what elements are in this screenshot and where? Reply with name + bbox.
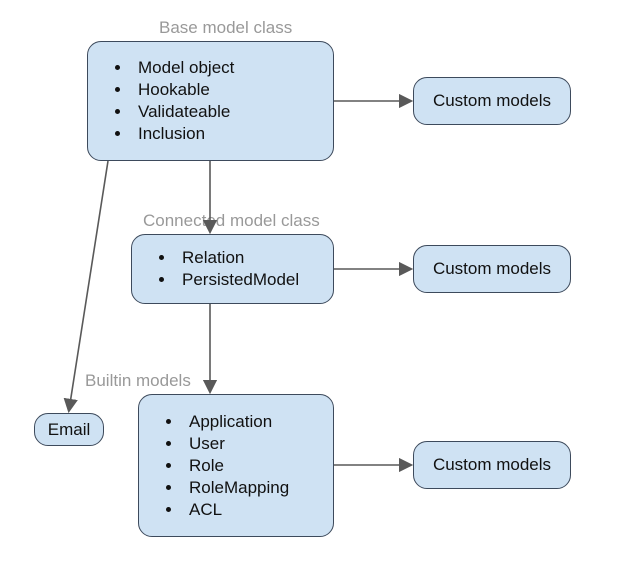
box-custom-models-1: Custom models [413, 77, 571, 125]
connected-model-list: Relation PersistedModel [154, 246, 299, 292]
box-builtin-models: Application User Role RoleMapping ACL [138, 394, 334, 537]
builtin-models-list: Application User Role RoleMapping ACL [161, 410, 289, 522]
list-item: PersistedModel [176, 270, 299, 290]
list-item: Hookable [132, 80, 234, 100]
list-item: Role [183, 456, 289, 476]
list-item: Model object [132, 58, 234, 78]
list-item: User [183, 434, 289, 454]
list-item: Relation [176, 248, 299, 268]
list-item: Application [183, 412, 289, 432]
list-item: ACL [183, 500, 289, 520]
label-connected-model-class: Connected model class [143, 211, 320, 231]
box-connected-model-class: Relation PersistedModel [131, 234, 334, 304]
label-base-model-class: Base model class [159, 18, 292, 38]
list-item: Inclusion [132, 124, 234, 144]
list-item: Validateable [132, 102, 234, 122]
list-item: RoleMapping [183, 478, 289, 498]
label-builtin-models: Builtin models [85, 371, 191, 391]
box-base-model-class: Model object Hookable Validateable Inclu… [87, 41, 334, 161]
box-custom-models-3: Custom models [413, 441, 571, 489]
box-email: Email [34, 413, 104, 446]
box-custom-models-2: Custom models [413, 245, 571, 293]
base-model-list: Model object Hookable Validateable Inclu… [110, 56, 234, 146]
